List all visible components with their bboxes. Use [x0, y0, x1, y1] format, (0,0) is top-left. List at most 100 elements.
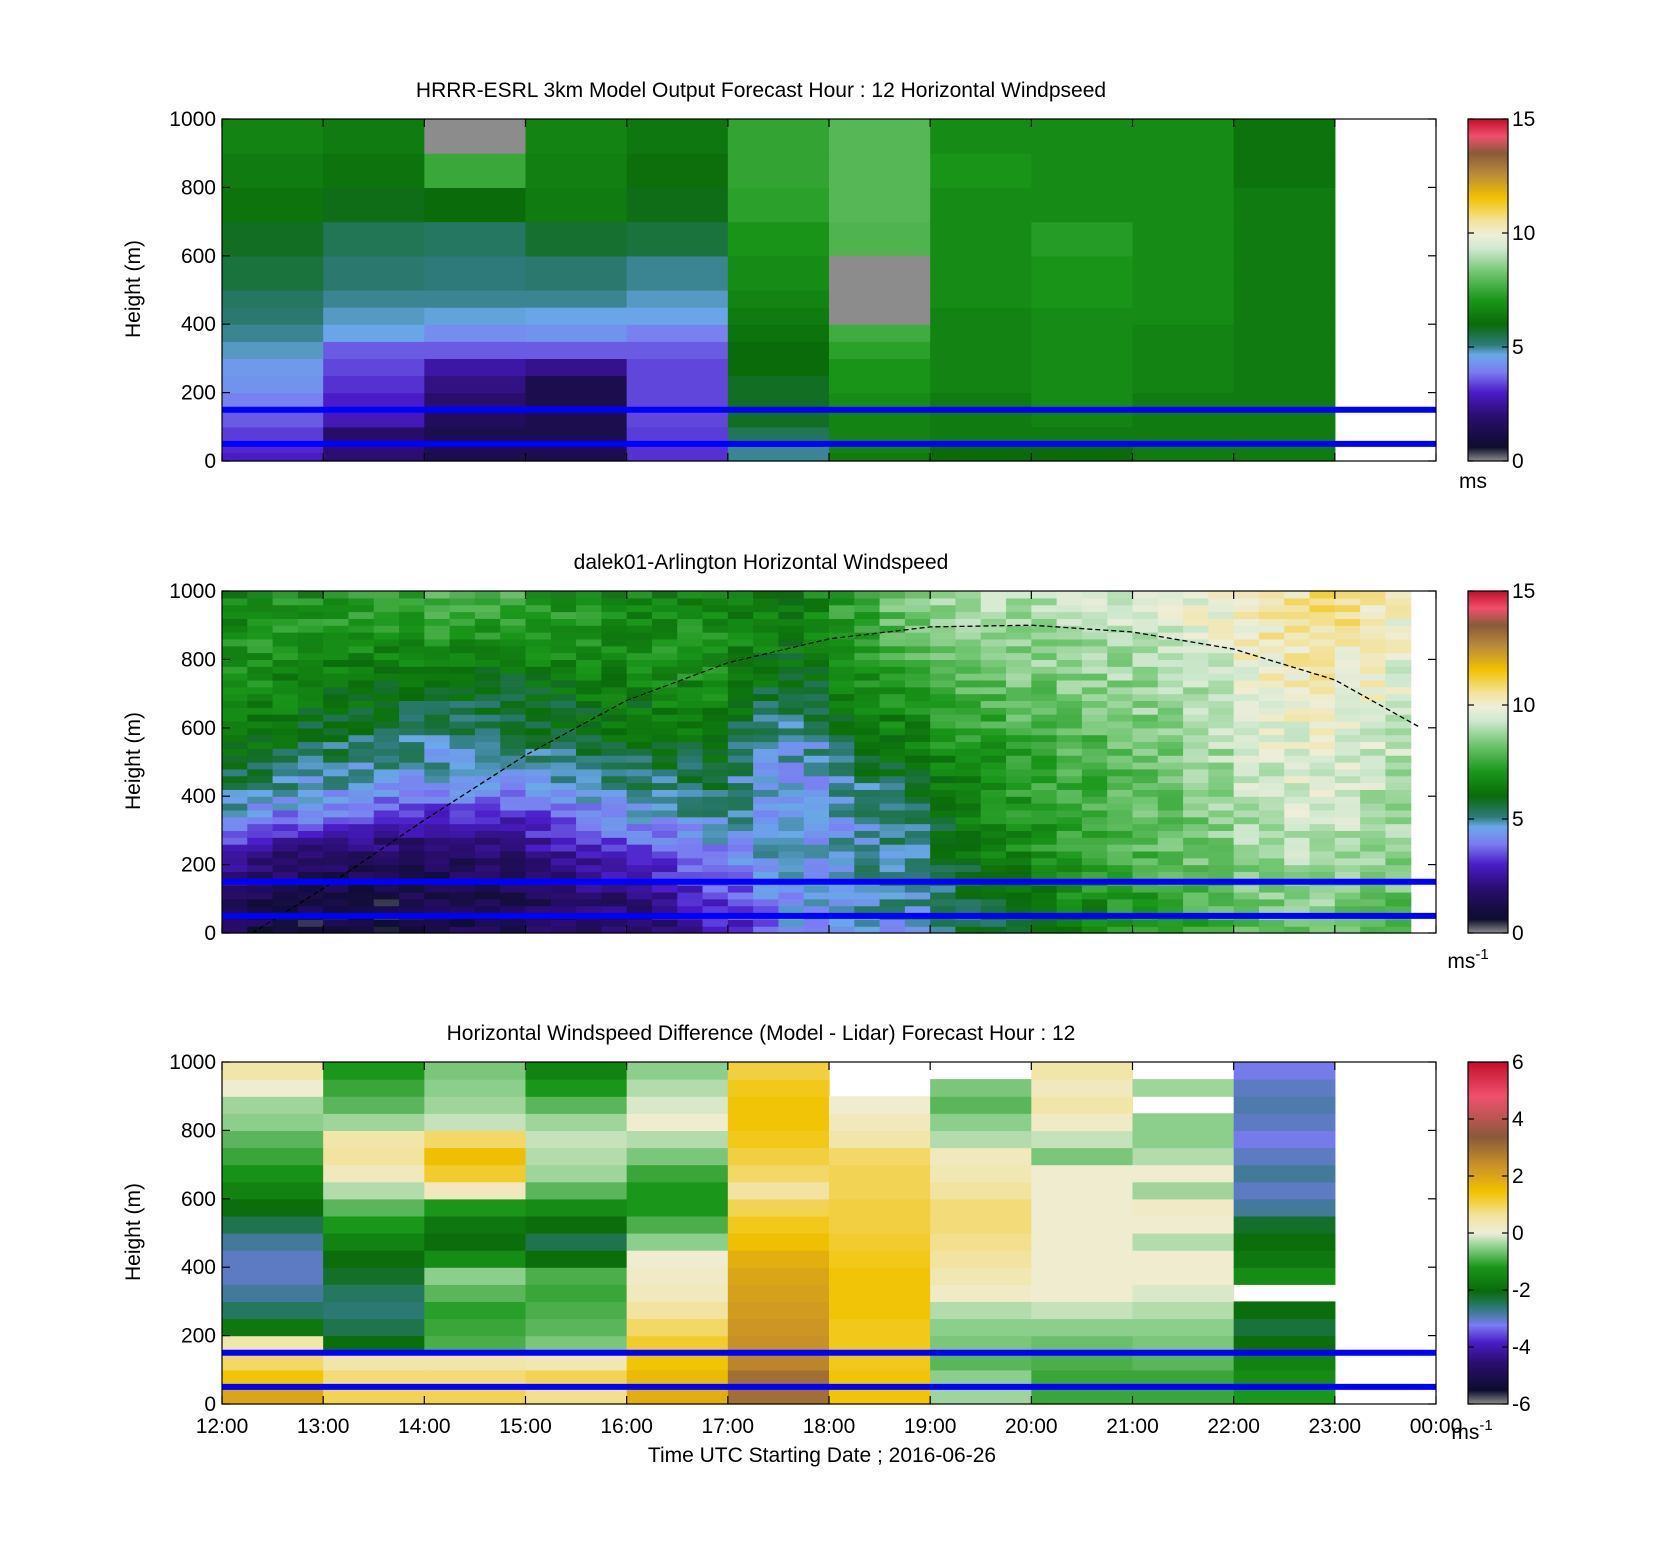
heatmap-cell	[348, 741, 375, 749]
heatmap-cell	[626, 919, 653, 927]
heatmap-cell	[576, 720, 602, 729]
heatmap-cell	[222, 409, 324, 428]
heatmap-cell	[879, 850, 906, 859]
heatmap-cell	[323, 153, 425, 188]
heatmap-cell	[702, 686, 729, 695]
heatmap-cell	[677, 789, 704, 797]
heatmap-cell	[1208, 905, 1235, 914]
heatmap-cell	[525, 679, 552, 688]
heatmap-cell	[348, 926, 375, 934]
heatmap-cell	[1006, 734, 1032, 743]
heatmap-cell	[778, 850, 805, 859]
heatmap-cell	[449, 898, 476, 907]
heatmap-cell	[930, 645, 957, 654]
heatmap-cell	[829, 452, 931, 462]
heatmap-cell	[525, 119, 628, 154]
heatmap-cell	[323, 919, 350, 927]
heatmap-cell	[424, 1079, 527, 1097]
heatmap-cell	[601, 816, 628, 825]
heatmap-cell	[955, 803, 982, 811]
heatmap-cell	[323, 727, 350, 736]
heatmap-cell	[1360, 604, 1387, 613]
heatmap-cell	[879, 714, 906, 722]
heatmap-cell	[904, 673, 931, 681]
heatmap-cell	[1157, 816, 1184, 825]
heatmap-cell	[829, 1318, 931, 1337]
y-tick-label: 400	[181, 313, 216, 336]
heatmap-cell	[1132, 358, 1235, 377]
heatmap-cell	[1233, 1096, 1336, 1114]
heatmap-cell	[1132, 1267, 1235, 1285]
heatmap-cell	[247, 638, 274, 647]
heatmap-cell	[1056, 632, 1083, 640]
heatmap-cell	[222, 659, 248, 667]
heatmap-cell	[272, 645, 299, 654]
heatmap-cell	[1284, 720, 1311, 729]
heatmap-cell	[829, 727, 855, 736]
heatmap-cell	[247, 898, 274, 907]
heatmap-cell	[449, 611, 476, 619]
heatmap-cell	[1309, 755, 1336, 763]
heatmap-cell	[879, 823, 906, 831]
colorbar-tick-label: -4	[1512, 1336, 1531, 1359]
heatmap-cell	[1360, 850, 1387, 859]
heatmap-cell	[955, 748, 982, 756]
heatmap-cell	[753, 632, 780, 640]
heatmap-cell	[348, 830, 375, 838]
heatmap-cell	[348, 707, 375, 715]
heatmap-cell	[1233, 673, 1260, 681]
heatmap-cell	[601, 768, 628, 777]
heatmap-cell	[1309, 652, 1336, 660]
heatmap-cell	[1309, 803, 1336, 811]
heatmap-cell	[1157, 693, 1184, 702]
heatmap-cell	[1183, 727, 1209, 736]
heatmap-cell	[829, 358, 931, 377]
heatmap-cell	[1031, 816, 1058, 825]
heatmap-cell	[626, 597, 653, 606]
heatmap-cell	[829, 803, 855, 811]
heatmap-cell	[1208, 762, 1235, 770]
heatmap-cell	[1334, 830, 1361, 838]
heatmap-cell	[576, 611, 602, 619]
heatmap-cell	[1208, 597, 1235, 606]
heatmap-cell	[247, 850, 274, 859]
heatmap-cell	[449, 714, 476, 722]
heatmap-cell	[930, 1386, 1032, 1405]
heatmap-cell	[222, 187, 324, 223]
heatmap-cell	[1258, 926, 1285, 934]
heatmap-cell	[525, 850, 552, 859]
heatmap-cell	[500, 898, 527, 907]
heatmap-cell	[1208, 720, 1235, 729]
heatmap-cell	[930, 898, 957, 907]
heatmap-cell	[424, 673, 451, 681]
heatmap-cell	[399, 748, 425, 756]
heatmap-cell	[1258, 727, 1285, 736]
heatmap-cell	[1258, 632, 1285, 640]
heatmap-cell	[1056, 891, 1083, 900]
heatmap-cell	[803, 803, 830, 811]
heatmap-cell	[930, 891, 957, 900]
heatmap-cell	[904, 885, 931, 893]
heatmap-cell	[222, 891, 248, 900]
heatmap-cell	[778, 693, 805, 702]
heatmap-cell	[727, 611, 754, 619]
heatmap-cell	[1360, 734, 1387, 743]
heatmap-cell	[1385, 891, 1412, 900]
heatmap-cell	[474, 720, 501, 729]
heatmap-cell	[626, 803, 653, 811]
heatmap-cell	[930, 409, 1032, 428]
heatmap-cell	[1006, 673, 1032, 681]
heatmap-cell	[930, 1147, 1032, 1166]
heatmap-cell	[829, 823, 855, 831]
heatmap-cell	[222, 611, 248, 619]
heatmap-cell	[1056, 830, 1083, 838]
heatmap-cell	[1132, 1181, 1235, 1200]
heatmap-cell	[222, 1386, 324, 1405]
heatmap-cell	[1385, 597, 1412, 606]
heatmap-cell	[500, 796, 527, 804]
heatmap-cell	[1183, 673, 1209, 681]
heatmap-cell	[803, 898, 830, 907]
heatmap-cell	[550, 693, 577, 702]
heatmap-cell	[1233, 666, 1260, 674]
heatmap-cell	[474, 673, 501, 681]
